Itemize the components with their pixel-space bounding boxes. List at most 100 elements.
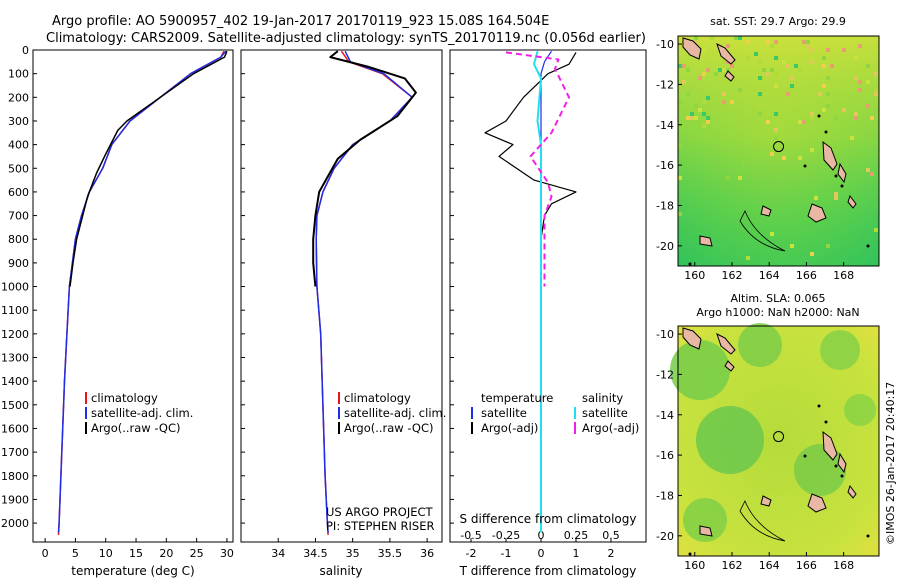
sst-pixel (702, 124, 706, 128)
sst-pixel (766, 72, 770, 76)
sla-map-frame (677, 325, 880, 557)
sst-pixel (758, 104, 762, 108)
salinity-xlabel: salinity (319, 564, 362, 578)
islet-dot (840, 474, 844, 478)
sst-pixel (806, 40, 810, 44)
sst-pixel (758, 92, 762, 96)
depth-tick-label: 200 (8, 91, 29, 104)
island-shape (847, 484, 857, 499)
sst-pixel (782, 60, 786, 64)
series-line-climatology (57, 50, 225, 535)
difference-top-xlabel: S difference from climatology (460, 512, 637, 526)
islet-dot (824, 130, 828, 134)
x-tick-label: 30 (220, 547, 234, 560)
sst-pixel (810, 148, 814, 152)
sst-pixel (766, 40, 770, 44)
depth-tick-label: 1200 (1, 328, 29, 341)
depth-tick-label: 0 (22, 44, 29, 57)
sst-pixel (746, 56, 750, 60)
sst-pixel (770, 92, 774, 96)
salinity-x-axis: 34 34.5 35 35.5 36 (271, 538, 434, 560)
map-y-tick-label: -10 (656, 38, 674, 51)
series-line-argo (69, 50, 228, 287)
map-y-tick-label: -12 (656, 368, 674, 381)
sst-pixel (842, 48, 846, 52)
top-tick-label: -0.25 (492, 529, 520, 542)
legend-title-temperature: temperature (481, 391, 553, 405)
island-shape (724, 70, 735, 82)
legend-label-argo: Argo(..raw -QC) (344, 421, 434, 435)
series-line-t-satellite (540, 50, 553, 533)
sst-pixel (758, 76, 762, 80)
sst-pixel (678, 100, 682, 104)
sst-pixel (722, 92, 726, 96)
sla-blob (794, 444, 846, 496)
sst-pixel (790, 84, 794, 88)
sst-pixel (678, 64, 682, 68)
sst-pixel (706, 116, 710, 120)
series-line-satellite-adj-clim- (315, 50, 413, 533)
sst-pixel (770, 152, 774, 156)
temperature-x-axis: 0 5 10 15 20 25 30 (42, 538, 234, 560)
x-tick-label: 34 (271, 547, 285, 560)
depth-axis: 0 100 200 300 400 500 600 700 800 900 1000 1100 1200… (1, 44, 454, 530)
sst-pixel (826, 244, 830, 248)
sst-pixel (694, 36, 698, 40)
map-y-tick-label: -14 (656, 119, 674, 132)
sst-pixel (810, 112, 814, 116)
map-y-tick-label: -10 (656, 328, 674, 341)
map-x-tick-label: 166 (796, 559, 817, 572)
sst-pixel (826, 76, 830, 80)
sst-pixel (850, 136, 854, 140)
map-x-tick-label: 160 (684, 269, 705, 282)
depth-tick-label: 1100 (1, 304, 29, 317)
sla-blob (670, 340, 730, 400)
depth-tick-label: 900 (8, 257, 29, 270)
sst-pixel (822, 84, 826, 88)
sst-pixel (722, 100, 726, 104)
islet-dot (824, 420, 828, 424)
sst-pixel (810, 60, 814, 64)
sst-pixel (774, 112, 778, 116)
map-x-tick-label: 160 (684, 559, 705, 572)
sst-pixel (870, 116, 874, 120)
sst-pixel (870, 172, 874, 176)
depth-tick-label: 500 (8, 162, 29, 175)
sst-pixel (770, 68, 774, 72)
islet-dot (834, 464, 838, 468)
sst-pixel (854, 56, 858, 60)
depth-tick-label: 1400 (1, 375, 29, 388)
sst-pixel (726, 44, 730, 48)
sst-pixel (866, 104, 870, 108)
depth-tick-label: 600 (8, 186, 29, 199)
island-shape (682, 327, 702, 350)
legend-label-t-argo: Argo(-adj) (481, 421, 538, 435)
difference-x-axis: -2 -1 0 1 2 (466, 538, 615, 560)
series-line-argo (312, 50, 417, 287)
sst-pixel (754, 52, 758, 56)
sst-pixel (802, 40, 806, 44)
sst-pixel (686, 116, 690, 120)
sst-map-frame (677, 35, 880, 267)
series-line-s-satellite (533, 50, 542, 533)
x-tick-label: 34.5 (303, 547, 328, 560)
sst-pixel (858, 80, 862, 84)
legend-label-t-satellite: satellite (481, 406, 527, 420)
depth-tick-label: 1000 (1, 281, 29, 294)
difference-legend: temperature satellite Argo(-adj) salinit… (471, 391, 639, 435)
sst-warm-band (678, 36, 879, 266)
legend-label-satellite: satellite-adj. clim. (344, 406, 446, 420)
sst-pixel (854, 76, 858, 80)
sst-pixel (722, 68, 726, 72)
title-line-2: Climatology: CARS2009. Satellite-adjuste… (46, 31, 646, 46)
island-shape (760, 495, 772, 507)
sla-land (682, 327, 870, 556)
x-tick-label: -2 (466, 547, 477, 560)
sst-pixel (746, 256, 750, 260)
map-y-tick-label: -20 (656, 530, 674, 543)
sst-pixel (786, 64, 790, 68)
islet-dot (688, 262, 692, 266)
sst-argo-marker (773, 141, 785, 153)
island-shape (699, 235, 713, 247)
sst-pixel (706, 68, 710, 72)
